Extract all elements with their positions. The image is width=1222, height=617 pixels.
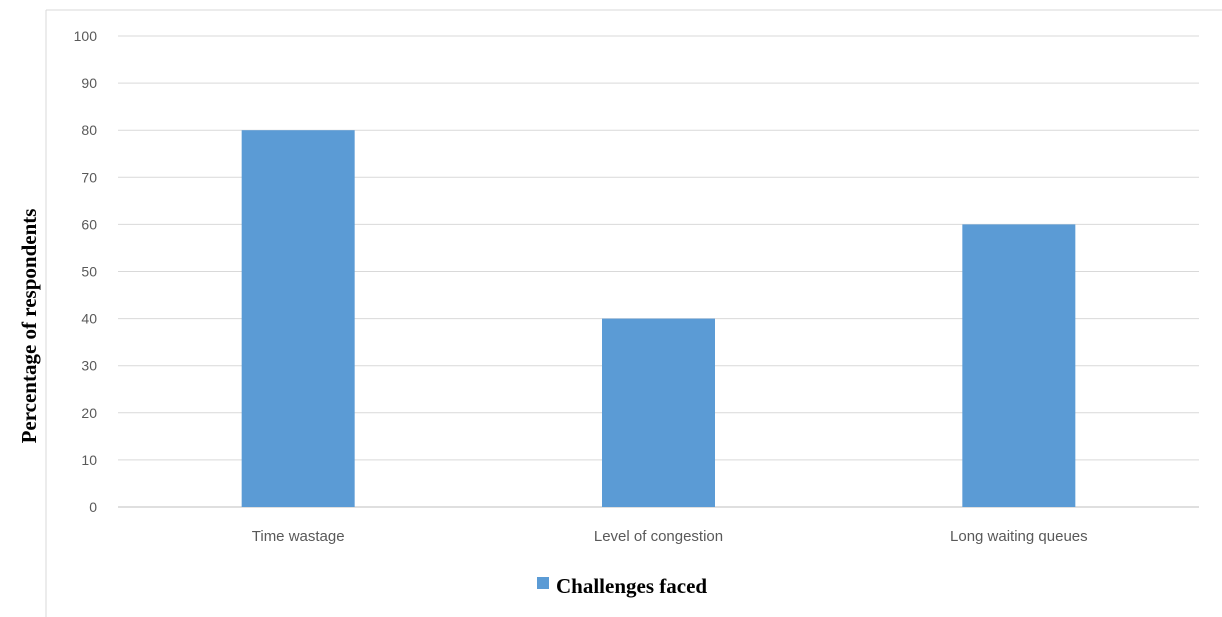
y-tick-label: 20	[81, 405, 97, 421]
x-category-label: Time wastage	[252, 528, 345, 545]
x-category-labels: Time wastage Level of congestion Long wait…	[252, 528, 1088, 545]
bar	[602, 318, 715, 507]
bar	[241, 130, 355, 507]
bars	[241, 130, 1076, 507]
legend-label: Challenges faced	[556, 574, 707, 598]
legend-swatch	[537, 577, 549, 589]
y-tick-label: 50	[81, 264, 97, 280]
y-tick-label: 10	[81, 452, 97, 468]
y-tick-label: 60	[81, 216, 97, 232]
y-tick-labels: 0 10 20 30 40 50 60 70 80 90 100	[74, 28, 98, 515]
y-tick-label: 80	[81, 122, 97, 138]
y-axis-title: Percentage of respondents	[17, 209, 41, 444]
y-tick-label: 100	[74, 28, 98, 44]
y-tick-label: 40	[81, 311, 97, 327]
y-tick-label: 90	[81, 75, 97, 91]
y-tick-label: 30	[81, 358, 97, 374]
y-tick-label: 0	[89, 499, 97, 515]
legend: Challenges faced	[537, 574, 707, 598]
bar	[962, 224, 1076, 507]
y-tick-label: 70	[81, 169, 97, 185]
x-category-label: Level of congestion	[594, 528, 723, 545]
x-category-label: Long waiting queues	[950, 528, 1088, 545]
